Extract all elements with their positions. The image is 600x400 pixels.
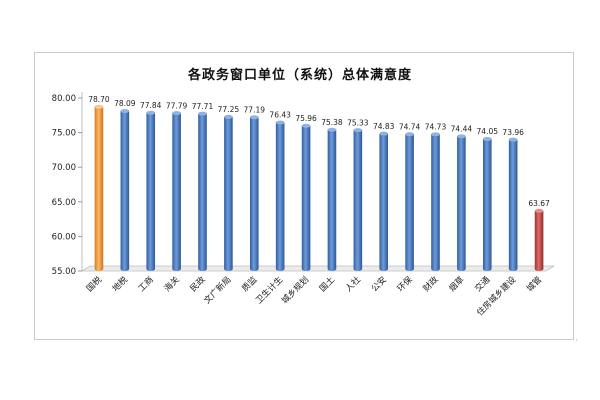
x-tick-label: 国税 (84, 274, 104, 294)
x-tick-label: 地税 (110, 274, 130, 294)
x-tick-label: 卫生计生 (253, 274, 285, 306)
x-tick-label: 环保 (395, 274, 415, 294)
x-tick-label: 文广新局 (202, 274, 234, 306)
x-tick-label: 城管 (524, 274, 544, 294)
bar (508, 139, 518, 269)
x-tick-label: 财政 (421, 274, 441, 294)
bar-cap (456, 134, 466, 139)
bar (534, 211, 544, 269)
data-label: 77.79 (166, 101, 188, 110)
bar-cap (172, 111, 182, 116)
bar-base (379, 267, 389, 271)
bar-cap (223, 114, 233, 120)
x-tick-label: 海关 (162, 274, 182, 294)
bar-cap (301, 123, 311, 129)
bar-base (172, 267, 181, 271)
data-label: 76.43 (269, 111, 291, 120)
y-tick-label: 70.00 (52, 163, 76, 173)
data-label: 74.05 (477, 127, 499, 136)
data-label: 75.38 (321, 118, 343, 127)
data-label: 78.09 (114, 99, 136, 108)
bar (249, 117, 259, 270)
chart-title: 各政务窗口单位（系统）总体满意度 (187, 68, 412, 83)
bar-base (198, 267, 207, 271)
bar-base (146, 267, 156, 271)
bar (94, 106, 104, 269)
data-label: 77.25 (218, 105, 240, 114)
x-tick-label: 交通 (473, 274, 493, 294)
bar-cap (353, 128, 363, 133)
bar (301, 125, 311, 269)
bar (172, 113, 181, 269)
bar (224, 117, 233, 269)
bar-base (275, 267, 285, 271)
bar-cap (327, 127, 337, 133)
x-tick-label: 质监 (240, 274, 260, 294)
data-label: 73.96 (502, 128, 524, 137)
bar-cap (197, 111, 208, 117)
y-tick-label: 75.00 (52, 129, 76, 139)
bar-base (327, 267, 337, 271)
bar-base (249, 267, 259, 271)
bar (327, 129, 337, 269)
data-label: 63.67 (528, 199, 550, 208)
bar-base (405, 267, 414, 271)
bar-base (534, 267, 544, 271)
x-tick-label: 民政 (188, 274, 208, 294)
bar (405, 134, 414, 269)
bar-base (301, 267, 311, 271)
bar-cap (482, 136, 492, 142)
bar-cap (405, 132, 415, 137)
bar (379, 133, 389, 269)
data-label: 77.71 (192, 102, 214, 111)
data-label: 74.83 (373, 122, 395, 131)
y-tick-label: 55.00 (52, 267, 76, 277)
bar-cap (120, 108, 130, 114)
y-tick-label: 80.00 (52, 94, 76, 104)
bar (431, 134, 440, 269)
bar-base (457, 267, 466, 271)
x-tick-label: 城乡规划 (279, 274, 311, 306)
data-label: 77.84 (140, 101, 162, 110)
bar-base (482, 267, 492, 271)
x-tick-label: 人社 (343, 274, 363, 294)
x-tick-label: 工商 (136, 274, 156, 294)
bar-base (353, 267, 363, 271)
bar (146, 112, 156, 269)
bar-base (508, 267, 518, 271)
x-tick-label: 国土 (317, 274, 337, 294)
bar-cap (94, 104, 104, 110)
bar-cap (430, 132, 441, 137)
bar-cap (146, 110, 156, 116)
data-label: 75.96 (295, 114, 317, 123)
data-label: 78.70 (88, 95, 110, 104)
bar-cap (508, 137, 518, 143)
bar (353, 130, 363, 269)
bar-cap (379, 131, 389, 137)
data-label: 75.33 (347, 118, 369, 127)
bar-base (431, 267, 440, 271)
data-label: 74.74 (399, 122, 421, 131)
data-label: 77.19 (244, 105, 266, 114)
bar (275, 122, 285, 269)
resize-handle-mark: · (575, 336, 578, 345)
bar-cap (275, 120, 285, 125)
data-label: 74.44 (451, 124, 473, 133)
data-label: 74.73 (425, 122, 447, 131)
x-tick-label: 烟草 (447, 274, 467, 294)
y-tick-label: 65.00 (52, 198, 76, 208)
bar-base (224, 267, 233, 271)
bar (120, 111, 130, 270)
x-tick-label: 公安 (369, 274, 389, 294)
y-tick-label: 60.00 (52, 232, 76, 242)
bar (482, 139, 492, 269)
bar-base (120, 267, 130, 271)
bar (198, 113, 207, 269)
bar-base (94, 267, 104, 271)
bar-cap (249, 115, 259, 120)
bar (457, 136, 466, 269)
bar-cap (534, 208, 544, 214)
